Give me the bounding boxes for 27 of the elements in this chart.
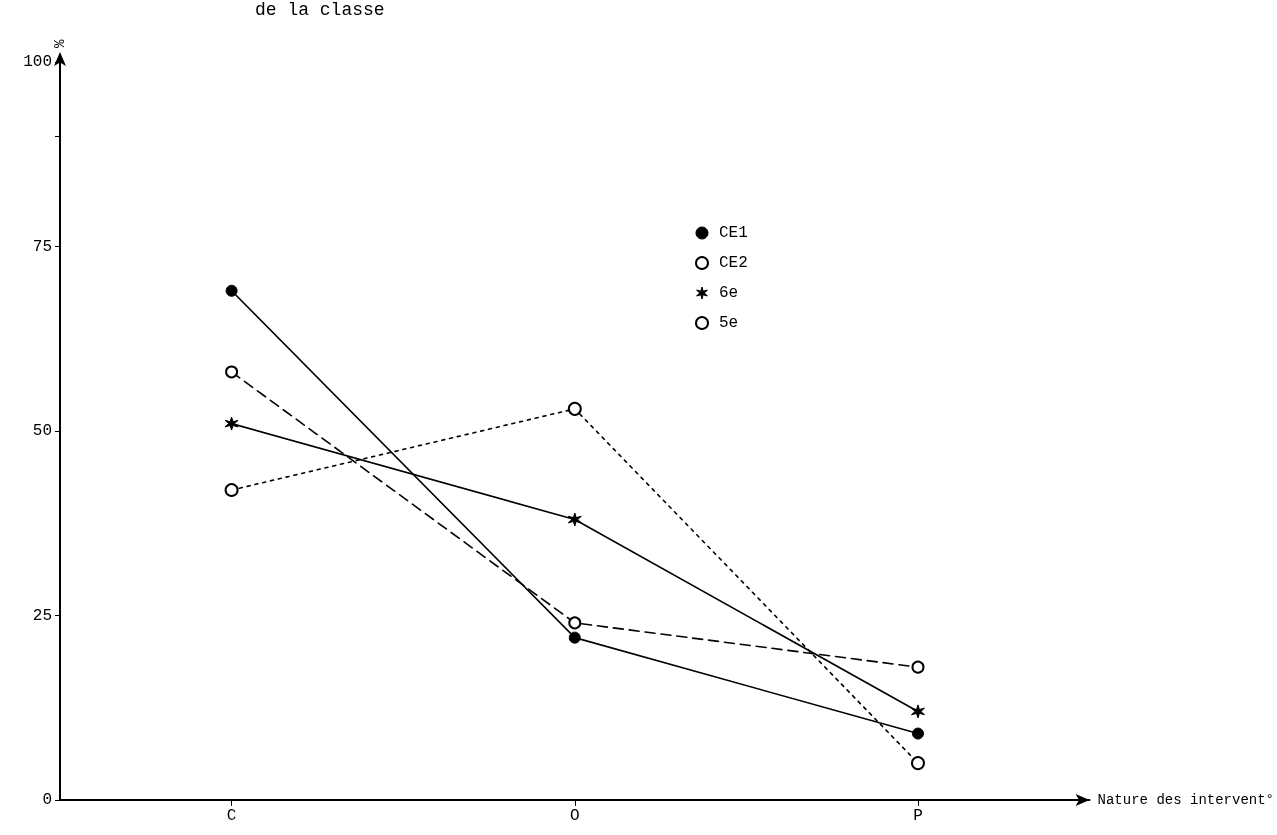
y-tick-label: 50 [32, 422, 52, 440]
y-tick-label: 100 [23, 53, 52, 71]
legend-label: CE2 [719, 254, 748, 272]
chart-title: de la classe [255, 0, 385, 20]
x-axis-title: Nature des intervent° [1097, 792, 1275, 808]
point [224, 416, 239, 431]
point [911, 727, 924, 740]
legend-label: 6e [719, 284, 739, 302]
y-tick-label: 25 [32, 606, 52, 625]
point [225, 365, 239, 379]
point [910, 704, 925, 719]
y-tick-label: 75 [32, 237, 52, 256]
y-tick-label: 0 [42, 791, 52, 809]
x-tick-label: C [226, 807, 237, 825]
point [567, 512, 582, 527]
legend-label: CE1 [719, 224, 748, 242]
legend-label: 5e [719, 314, 739, 332]
x-tick-label: O [569, 807, 580, 825]
point [911, 660, 925, 674]
point [568, 631, 581, 644]
point [224, 483, 239, 498]
y-axis-title: % [52, 39, 68, 48]
point [910, 756, 925, 771]
x-tick-label: P [913, 807, 923, 825]
point [225, 284, 238, 297]
point [568, 616, 582, 630]
point [567, 401, 582, 416]
